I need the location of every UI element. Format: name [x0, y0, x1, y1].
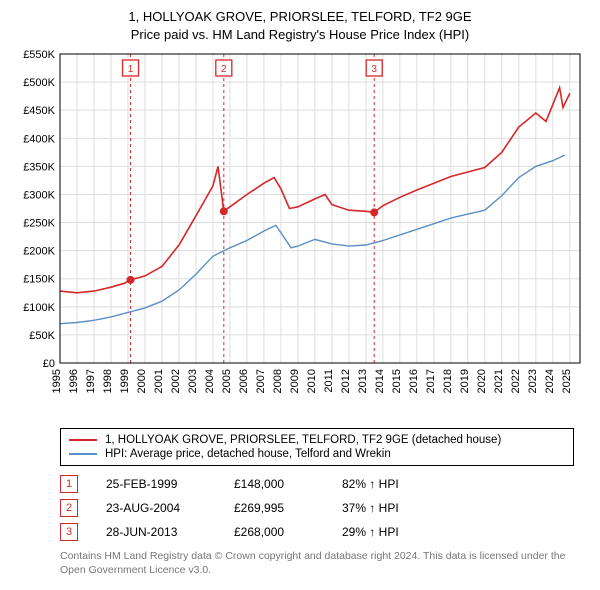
legend: 1, HOLLYOAK GROVE, PRIORSLEE, TELFORD, T…: [60, 428, 574, 466]
transaction-badge: 1: [60, 475, 78, 493]
svg-text:2017: 2017: [425, 369, 437, 393]
transaction-pct: 82% ↑ HPI: [342, 477, 399, 491]
svg-text:2025: 2025: [561, 369, 573, 393]
legend-label: HPI: Average price, detached house, Telf…: [105, 448, 391, 460]
transaction-price: £268,000: [234, 525, 314, 539]
svg-text:1998: 1998: [102, 369, 114, 393]
transaction-pct: 29% ↑ HPI: [342, 525, 399, 539]
transaction-date: 23-AUG-2004: [106, 501, 206, 515]
chart-container: { "title_line1": "1, HOLLYOAK GROVE, PRI…: [0, 0, 600, 588]
svg-text:2007: 2007: [255, 369, 267, 393]
svg-text:£450K: £450K: [23, 106, 55, 118]
svg-text:2003: 2003: [187, 369, 199, 393]
svg-text:2: 2: [221, 64, 227, 75]
svg-text:£500K: £500K: [23, 77, 55, 89]
legend-label: 1, HOLLYOAK GROVE, PRIORSLEE, TELFORD, T…: [105, 434, 501, 446]
svg-text:£0: £0: [43, 358, 55, 370]
svg-text:1996: 1996: [68, 369, 80, 393]
svg-text:£400K: £400K: [23, 134, 55, 146]
svg-text:£100K: £100K: [23, 302, 55, 314]
transaction-badge: 3: [60, 523, 78, 541]
svg-text:£200K: £200K: [23, 246, 55, 258]
transaction-date: 25-FEB-1999: [106, 477, 206, 491]
svg-text:2005: 2005: [221, 369, 233, 393]
legend-swatch: [69, 439, 97, 441]
legend-item: HPI: Average price, detached house, Telf…: [69, 447, 565, 461]
chart-svg: 1 2 3 £0 £50K £100K £150K £200K £250K £300K £350K £…: [10, 48, 590, 418]
svg-text:2006: 2006: [238, 369, 250, 393]
svg-text:2015: 2015: [391, 369, 403, 393]
transactions-table: 1 25-FEB-1999 £148,000 82% ↑ HPI 2 23-AUG-200…: [60, 472, 574, 544]
svg-text:2021: 2021: [493, 369, 505, 393]
title-line-1: 1, HOLLYOAK GROVE, PRIORSLEE, TELFORD, T…: [10, 8, 590, 26]
transaction-date: 28-JUN-2013: [106, 525, 206, 539]
chart-plot: 1 2 3 £0 £50K £100K £150K £200K £250K £300K £350K £…: [10, 48, 590, 418]
svg-text:2019: 2019: [459, 369, 471, 393]
svg-text:2000: 2000: [136, 369, 148, 393]
attribution-footer: Contains HM Land Registry data © Crown c…: [60, 550, 574, 577]
svg-text:2024: 2024: [544, 369, 556, 393]
svg-text:2011: 2011: [323, 369, 335, 393]
svg-text:2002: 2002: [170, 369, 182, 393]
transaction-pct: 37% ↑ HPI: [342, 501, 399, 515]
svg-text:£350K: £350K: [23, 162, 55, 174]
svg-text:1: 1: [128, 64, 134, 75]
svg-text:£550K: £550K: [23, 49, 55, 61]
transaction-row: 3 28-JUN-2013 £268,000 29% ↑ HPI: [60, 520, 574, 544]
transaction-row: 2 23-AUG-2004 £269,995 37% ↑ HPI: [60, 496, 574, 520]
svg-text:2022: 2022: [510, 369, 522, 393]
svg-text:2010: 2010: [306, 369, 318, 393]
svg-text:1999: 1999: [119, 369, 131, 393]
legend-item: 1, HOLLYOAK GROVE, PRIORSLEE, TELFORD, T…: [69, 433, 565, 447]
svg-text:2020: 2020: [476, 369, 488, 393]
legend-swatch: [69, 453, 97, 455]
svg-text:£300K: £300K: [23, 190, 55, 202]
svg-text:2008: 2008: [272, 369, 284, 393]
svg-text:3: 3: [371, 64, 377, 75]
svg-text:2023: 2023: [527, 369, 539, 393]
chart-title: 1, HOLLYOAK GROVE, PRIORSLEE, TELFORD, T…: [10, 8, 590, 44]
svg-text:1997: 1997: [85, 369, 97, 393]
svg-text:2014: 2014: [374, 369, 386, 393]
svg-text:2001: 2001: [153, 369, 165, 393]
svg-text:1995: 1995: [51, 369, 63, 393]
svg-text:2018: 2018: [442, 369, 454, 393]
svg-text:£50K: £50K: [29, 330, 55, 342]
transaction-badge: 2: [60, 499, 78, 517]
svg-text:£250K: £250K: [23, 218, 55, 230]
svg-text:2016: 2016: [408, 369, 420, 393]
transaction-price: £148,000: [234, 477, 314, 491]
svg-text:2004: 2004: [204, 369, 216, 393]
title-line-2: Price paid vs. HM Land Registry's House …: [10, 26, 590, 44]
svg-text:2012: 2012: [340, 369, 352, 393]
transaction-price: £269,995: [234, 501, 314, 515]
svg-text:2009: 2009: [289, 369, 301, 393]
transaction-row: 1 25-FEB-1999 £148,000 82% ↑ HPI: [60, 472, 574, 496]
svg-text:2013: 2013: [357, 369, 369, 393]
svg-text:£150K: £150K: [23, 274, 55, 286]
